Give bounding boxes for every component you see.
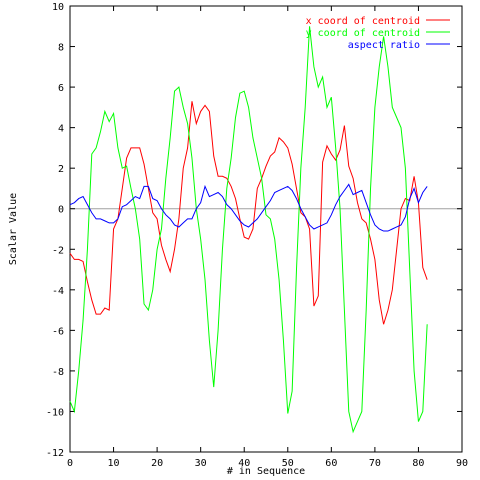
x-tick-label: 50 <box>282 458 294 469</box>
x-tick-label: 80 <box>412 458 424 469</box>
series-line-2 <box>69 26 428 434</box>
x-tick-label: 90 <box>456 458 468 469</box>
x-tick-label: 60 <box>325 458 337 469</box>
y-tick-label: -6 <box>52 326 64 337</box>
y-tick-label: 2 <box>58 164 64 175</box>
y-tick-label: 10 <box>52 2 64 13</box>
x-tick-label: 0 <box>67 458 73 469</box>
y-tick-label: -4 <box>52 286 64 297</box>
legend-label-2: y coord of centroid <box>306 28 420 39</box>
x-axis-label: # in Sequence <box>227 466 305 477</box>
y-tick-label: 4 <box>58 124 64 135</box>
y-axis-label: Scalar Value <box>8 193 19 265</box>
y-tick-label: -12 <box>46 448 64 459</box>
series-line-1 <box>69 101 428 325</box>
legend-label-3: aspect ratio <box>348 40 420 51</box>
y-tick-label: -8 <box>52 367 64 378</box>
x-tick-label: 30 <box>195 458 207 469</box>
x-tick-label: 20 <box>151 458 163 469</box>
x-tick-label: 40 <box>238 458 250 469</box>
legend-label-1: x coord of centroid <box>306 16 420 27</box>
y-tick-label: -2 <box>52 245 64 256</box>
y-tick-label: 8 <box>58 43 64 54</box>
y-tick-label: -10 <box>46 407 64 418</box>
series-line-3 <box>69 183 428 232</box>
y-tick-label: 0 <box>58 205 64 216</box>
plot-frame <box>69 5 463 453</box>
x-tick-label: 70 <box>369 458 381 469</box>
y-tick-label: 6 <box>58 83 64 94</box>
x-tick-label: 10 <box>108 458 120 469</box>
